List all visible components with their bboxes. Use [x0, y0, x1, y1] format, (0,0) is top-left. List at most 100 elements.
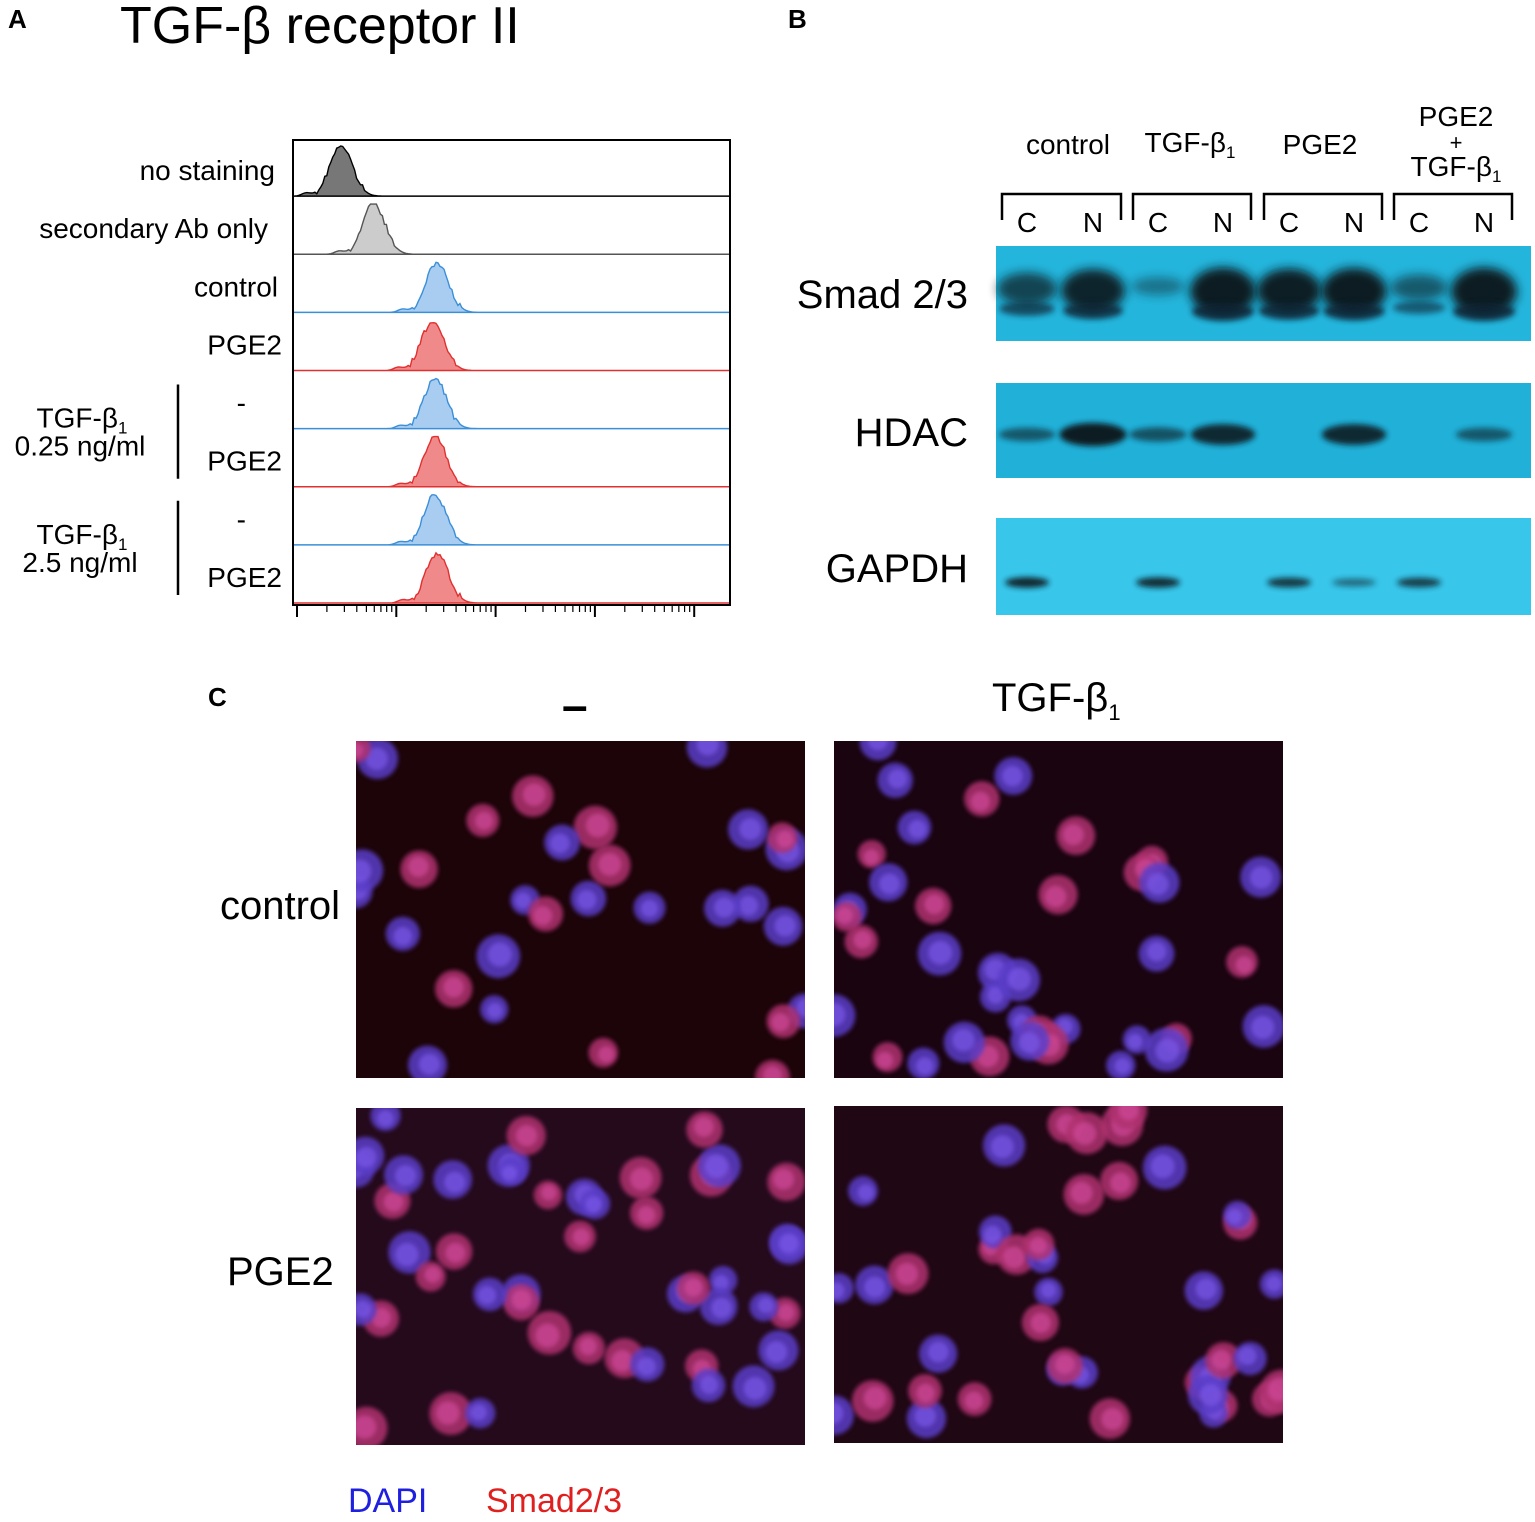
protein-band — [1321, 268, 1387, 315]
cell-nucleus — [630, 1167, 653, 1191]
cell-nucleus — [964, 1391, 984, 1411]
protein-band — [1136, 577, 1180, 588]
cell-nucleus — [395, 1242, 419, 1267]
cell-nucleus — [863, 849, 880, 865]
histogram-curve — [292, 261, 731, 314]
cell-nucleus — [640, 899, 659, 918]
cell-nucleus — [436, 1401, 460, 1425]
cell-nucleus — [1127, 1033, 1143, 1050]
cell-nucleus — [853, 930, 872, 949]
cell-nucleus — [762, 1066, 783, 1078]
cell-nucleus — [487, 942, 512, 967]
protein-band — [1451, 267, 1517, 316]
cell-nucleus — [579, 1337, 597, 1356]
cell-nucleus — [836, 907, 853, 924]
panel-a-title: TGF-β receptor II — [120, 0, 520, 55]
row-label-control: control — [220, 884, 341, 928]
cell-nucleus — [522, 783, 546, 806]
cell-nucleus — [1155, 1038, 1180, 1063]
condition-label-pge2: PGE2 — [1283, 129, 1358, 160]
protein-band — [1190, 424, 1256, 445]
cell-nucleus — [541, 1184, 557, 1201]
protein-band — [1061, 269, 1125, 313]
cell-nucleus — [474, 811, 494, 830]
cell-nucleus — [576, 890, 597, 910]
histogram-row-label: no staining — [140, 155, 275, 186]
cell-nucleus — [776, 830, 794, 848]
cell-nucleus — [470, 1404, 487, 1421]
cell-nucleus — [572, 1228, 590, 1246]
cell-nucleus — [637, 1357, 656, 1376]
legend-smad23: Smad2/3 — [486, 1482, 623, 1520]
row-label-pge2: PGE2 — [227, 1250, 334, 1294]
cell-nucleus — [1118, 1106, 1140, 1120]
cell-nucleus — [714, 897, 735, 918]
cell-nucleus — [916, 1383, 935, 1403]
cell-nucleus — [408, 856, 429, 877]
cell-nucleus — [777, 1303, 795, 1322]
cell-nucleus — [549, 833, 570, 854]
histogram-row-label: secondary Ab only — [39, 213, 268, 244]
cell-nucleus — [924, 894, 945, 915]
cell-nucleus — [970, 791, 991, 812]
cell-nucleus — [1101, 1407, 1124, 1430]
condition-label-combo-line3: TGF-β1 — [1411, 151, 1502, 186]
protein-band — [1390, 274, 1448, 301]
cell-nucleus — [915, 1057, 934, 1075]
cell-nucleus — [684, 1278, 703, 1297]
protein-band-lower — [1063, 302, 1123, 319]
cell-nucleus — [765, 1341, 788, 1364]
cell-nucleus — [1199, 1384, 1222, 1406]
micrograph-pge2-tgf — [834, 1106, 1283, 1443]
histogram-curve — [292, 145, 731, 197]
fraction-label-cytoplasm: C — [1017, 207, 1037, 238]
cell-nucleus — [1195, 1278, 1217, 1300]
panel-b-letter: B — [788, 4, 807, 34]
condition-bracket — [1262, 192, 1384, 220]
micrograph-control-untreated — [356, 741, 805, 1078]
histogram-row-label: - — [237, 388, 246, 419]
protein-band-lower — [1453, 302, 1515, 321]
cell-nucleus — [1029, 1236, 1047, 1254]
cell-nucleus — [1146, 873, 1169, 896]
cell-nucleus — [895, 1262, 919, 1286]
cell-nucleus — [864, 1276, 886, 1298]
cell-nucleus — [696, 741, 719, 756]
cell-nucleus — [704, 1154, 729, 1178]
cell-nucleus — [611, 1350, 634, 1372]
cell-nucleus — [834, 1402, 844, 1425]
cell-nucleus — [515, 1125, 538, 1147]
cell-nucleus — [713, 1275, 729, 1291]
legend-dapi: DAPI — [348, 1482, 428, 1520]
cell-nucleus — [1114, 1058, 1131, 1075]
protein-band — [1005, 577, 1049, 588]
cell-nucleus — [867, 741, 888, 751]
histogram-row-label: PGE2 — [207, 329, 282, 360]
cell-nucleus — [771, 1013, 790, 1032]
cell-nucleus — [1238, 1346, 1257, 1366]
cell-nucleus — [1030, 1312, 1051, 1334]
cell-nucleus — [1265, 1275, 1282, 1292]
cell-nucleus — [1040, 1282, 1057, 1299]
cell-nucleus — [418, 1053, 441, 1075]
cell-nucleus — [739, 818, 762, 840]
cell-nucleus — [1018, 1032, 1040, 1054]
cell-nucleus — [1070, 1181, 1093, 1204]
fraction-label-cytoplasm: C — [1279, 207, 1299, 238]
cell-nucleus — [444, 1171, 466, 1193]
protein-band-lower — [1392, 301, 1446, 314]
cell-nucleus — [393, 926, 413, 946]
condition-label-combo-plus: + — [1450, 130, 1463, 155]
protein-band — [1267, 577, 1311, 588]
cell-nucleus — [834, 1002, 846, 1027]
protein-band — [1129, 427, 1187, 442]
fraction-label-nucleus: N — [1083, 207, 1103, 238]
protein-band — [1321, 424, 1387, 445]
cell-nucleus — [1003, 1246, 1026, 1269]
condition-bracket — [1000, 192, 1123, 220]
flow-histogram-panel: no staining secondary Ab only control PGE2 -… — [15, 139, 731, 617]
histogram-curve — [293, 551, 730, 604]
histogram-row-label: control — [194, 271, 278, 302]
histogram-curve — [292, 435, 731, 488]
cell-nucleus — [486, 1002, 503, 1019]
